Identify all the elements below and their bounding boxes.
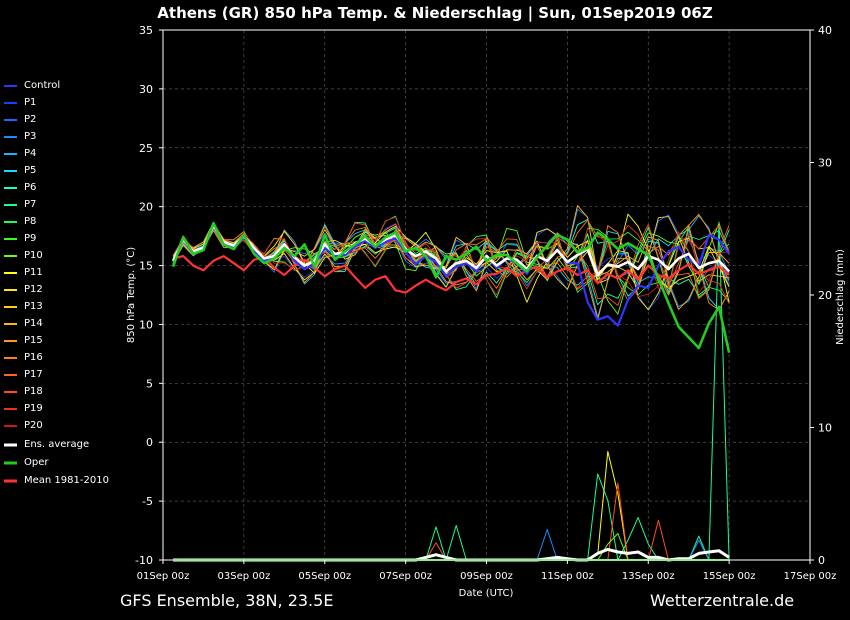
- legend-label: P4: [24, 148, 36, 159]
- x-tick-label: 17Sep 00z: [784, 571, 837, 582]
- legend-label: P8: [24, 216, 36, 227]
- footer-source: GFS Ensemble, 38N, 23.5E: [120, 591, 333, 610]
- x-tick-label: 13Sep 00z: [622, 571, 675, 582]
- legend-label: P14: [24, 318, 43, 329]
- x-tick-label: 15Sep 00z: [703, 571, 756, 582]
- chart-title: Athens (GR) 850 hPa Temp. & Niederschlag…: [157, 4, 713, 23]
- legend-label: P20: [24, 420, 43, 431]
- y-tick-label: 15: [139, 260, 153, 273]
- legend-label: P12: [24, 284, 43, 295]
- y2-axis-ticks: 40 30 20 10 0: [810, 24, 832, 567]
- legend-label: P15: [24, 335, 43, 346]
- x-tick-label: 11Sep 00z: [541, 571, 594, 582]
- legend-label: Mean 1981-2010: [24, 475, 109, 486]
- y2-tick-label: 10: [818, 422, 832, 435]
- legend-label: P16: [24, 352, 43, 363]
- y2-tick-label: 20: [818, 289, 832, 302]
- legend-label: P3: [24, 131, 36, 142]
- legend-label: Oper: [24, 457, 49, 468]
- ens-average-line: [171, 224, 731, 277]
- legend-label: P17: [24, 369, 43, 380]
- y2-tick-label: 30: [818, 157, 832, 170]
- precip-average-line: [173, 547, 730, 562]
- legend-label: P6: [24, 182, 36, 193]
- y-tick-label: 35: [139, 24, 153, 37]
- y-tick-label: 30: [139, 83, 153, 96]
- x-tick-label: 01Sep 00z: [137, 571, 190, 582]
- legend-label: P9: [24, 233, 36, 244]
- y-tick-label: 20: [139, 201, 153, 214]
- legend-label: P5: [24, 165, 36, 176]
- ensemble-member-series: [172, 205, 730, 321]
- y-tick-label: 0: [146, 436, 153, 449]
- x-axis-label: Date (UTC): [459, 588, 514, 599]
- legend-label: P2: [24, 114, 36, 125]
- y-tick-label: -10: [135, 554, 153, 567]
- legend-label: Ens. average: [24, 439, 89, 450]
- x-tick-label: 03Sep 00z: [218, 571, 271, 582]
- control-line: [172, 225, 730, 327]
- y-tick-label: -5: [142, 495, 153, 508]
- oper-line: [171, 221, 731, 353]
- legend-label: Control: [24, 80, 60, 91]
- y2-tick-label: 0: [818, 554, 825, 567]
- x-axis-ticks: 01Sep 00z 03Sep 00z 05Sep 00z 07Sep 00z 09Se…: [137, 560, 837, 582]
- grid: [162, 29, 811, 561]
- legend-label: P7: [24, 199, 36, 210]
- y-axis-ticks: 35 30 25 20 15 10 5 0 -5 -10: [135, 24, 163, 567]
- legend-label: P11: [24, 267, 43, 278]
- footer-brand: Wetterzentrale.de: [650, 591, 794, 610]
- x-tick-label: 07Sep 00z: [379, 571, 432, 582]
- legend-label: P1: [24, 97, 36, 108]
- y2-tick-label: 40: [818, 24, 832, 37]
- y-axis-label: 850 hPa Temp. (°C): [126, 247, 137, 343]
- y-tick-label: 5: [146, 377, 153, 390]
- legend-label: P13: [24, 301, 43, 312]
- y-tick-label: 25: [139, 142, 153, 155]
- y-tick-label: 10: [139, 318, 153, 331]
- x-tick-label: 09Sep 00z: [460, 571, 513, 582]
- legend-label: P18: [24, 386, 43, 397]
- legend-label: P10: [24, 250, 43, 261]
- ensemble-member-line: [172, 224, 730, 304]
- y2-axis-label: Niederschlag (mm): [835, 249, 846, 345]
- precip-member-line: [173, 482, 730, 561]
- main-series: [171, 221, 731, 353]
- x-tick-label: 05Sep 00z: [298, 571, 351, 582]
- legend-label: P19: [24, 403, 43, 414]
- legend: Control P1 P2 P3 P4 P5 P6 P7 P8 P9 P10 P11 P12 P13 P14…: [4, 80, 109, 486]
